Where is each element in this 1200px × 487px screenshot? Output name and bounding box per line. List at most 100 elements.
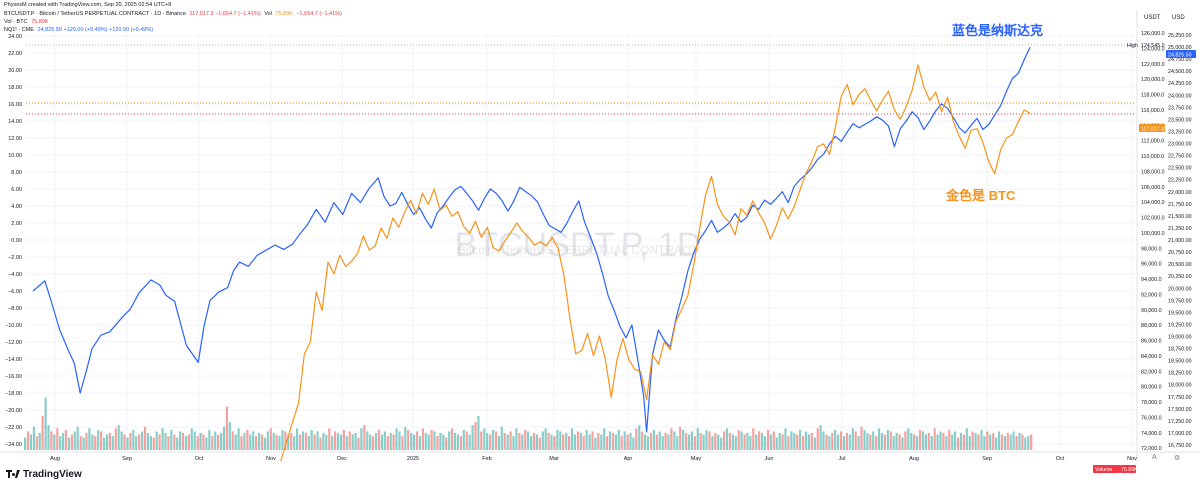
volume-bar	[214, 431, 217, 450]
usd-unit-label: USD	[1172, 15, 1185, 21]
volume-bar	[895, 432, 898, 450]
volume-bar	[319, 437, 322, 450]
volume-bar	[494, 431, 498, 450]
settings-icon[interactable]: ⚙	[1174, 455, 1181, 462]
usd-axis-tick: 24,500.00	[1168, 69, 1192, 75]
volume-bar	[819, 425, 822, 450]
volume-bar	[448, 431, 451, 450]
volume-tag-label: Volume	[1095, 467, 1112, 473]
volume-bar	[506, 434, 509, 450]
volume-bar	[103, 437, 106, 450]
volume-bar	[79, 436, 82, 451]
volume-bar	[348, 431, 351, 450]
volume-bar	[155, 431, 158, 450]
volume-bar	[632, 437, 635, 450]
volume-bar	[883, 434, 886, 450]
volume-bar	[570, 428, 574, 450]
volume-bar	[974, 432, 977, 450]
usd-axis-tick: 21,500.00	[1168, 214, 1192, 220]
volume-bar	[766, 429, 770, 451]
volume-bar	[761, 432, 764, 450]
volume-bar	[886, 429, 889, 451]
volume-bar	[363, 425, 366, 450]
usd-axis-tick: 20,500.00	[1168, 262, 1192, 268]
volume-legend[interactable]: Vol · BTC 75.89K	[4, 19, 51, 26]
volume-bar	[193, 431, 196, 450]
volume-bar	[646, 436, 650, 451]
volume-bar	[126, 437, 129, 450]
volume-bar	[354, 432, 357, 450]
volume-bar	[41, 415, 44, 450]
volume-bar	[585, 429, 588, 451]
volume-bar	[462, 429, 465, 451]
btc-legend[interactable]: BTCUSDT.P · Bitcoin / TetherUS PERPETUAL…	[4, 11, 344, 18]
time-axis-tick: Dec	[337, 456, 347, 462]
watermark-description: Bitcoin / TetherUS PERPETUAL CONTRACT	[458, 243, 699, 257]
usd-axis-tick: 22,500.00	[1168, 166, 1192, 172]
usd-axis-tick: 19,500.00	[1168, 310, 1192, 316]
volume-bar	[468, 434, 471, 450]
volume-bar	[336, 432, 340, 450]
volume-bar	[954, 431, 957, 450]
nasdaq-annotation: 蓝色是纳斯达克	[952, 23, 1044, 38]
tradingview-logo[interactable]: TradingView	[6, 469, 82, 480]
volume-bar	[97, 429, 100, 451]
time-axis-tick: Jun	[765, 456, 774, 462]
usd-axis-tick: 18,250.00	[1168, 371, 1192, 377]
volume-bar	[105, 434, 109, 450]
volume-bar	[73, 431, 76, 450]
nq-legend[interactable]: NQ1! · CME 24,825.50 +120.00 (+0.49%) +1…	[4, 27, 155, 34]
volume-bar	[679, 426, 682, 451]
volume-bar	[951, 434, 954, 450]
volume-bar	[936, 434, 939, 450]
volume-bar	[705, 429, 708, 451]
volume-bar	[220, 432, 223, 450]
volume-bar	[44, 397, 47, 450]
volume-tag-value: 75.89K	[1121, 467, 1138, 473]
volume-bar	[614, 434, 617, 450]
usd-axis-tick: 24,000.00	[1168, 93, 1192, 99]
time-axis-tick: Aug	[50, 456, 60, 462]
axis-value-labels: High 124,545.024,825.50 117,017.3 Volume 75.…	[1093, 43, 1196, 473]
volume-bar	[638, 425, 641, 450]
time-axis-tick: May	[691, 456, 702, 462]
volume-bar	[202, 434, 205, 450]
volume-bar	[860, 426, 863, 451]
time-axis-tick: 2025	[407, 456, 419, 462]
volume-bar	[904, 431, 907, 450]
volume-bar	[831, 432, 834, 450]
usdt-axis-tick: 94,000.0	[1141, 277, 1162, 283]
usdt-axis[interactable]: 126,000.0 124,000.0 122,000.0 120,000.0 118,…	[1136, 10, 1165, 462]
volume-bar	[641, 431, 644, 450]
volume-bar	[389, 432, 392, 450]
usdt-axis-tick: 116,000.0	[1141, 108, 1164, 114]
usd-axis[interactable]: 25,250.00 25,000.00 24,750.00 24,500.00 24,2…	[1168, 33, 1192, 449]
usd-axis-tick: 17,750.00	[1168, 395, 1192, 401]
usd-axis-tick: 24,750.00	[1168, 57, 1192, 63]
left-axis-tick: 4.00	[11, 204, 22, 210]
time-axis[interactable]: Aug Sep Oct Nov Dec 2025 Feb Mar Apr May Jun Jul Aug…	[0, 451, 1200, 462]
volume-bar	[266, 431, 269, 450]
left-axis-tick: −8.00	[8, 306, 22, 312]
volume-bar	[24, 437, 27, 450]
volume-bar	[620, 436, 623, 451]
usdt-axis-tick: 76,000.0	[1141, 415, 1162, 421]
auto-scale-icon[interactable]: A	[1152, 454, 1157, 461]
time-axis-tick: Aug	[909, 456, 919, 462]
volume-bar	[369, 434, 372, 450]
usdt-axis-tick: 100,000.0	[1141, 231, 1165, 237]
volume-bar	[141, 431, 144, 450]
volume-bar	[222, 426, 226, 451]
volume-bar	[430, 429, 433, 451]
volume-bar	[822, 431, 825, 450]
volume-bar	[1024, 437, 1027, 450]
volume-bar	[693, 436, 696, 451]
volume-bar	[635, 428, 638, 450]
volume-bar	[176, 437, 179, 450]
volume-bar	[1012, 431, 1015, 450]
volume-bar	[138, 434, 141, 450]
usd-axis-tick: 20,750.00	[1168, 250, 1192, 256]
volume-bar	[802, 436, 805, 451]
usdt-axis-tick: 122,000.0	[1141, 62, 1165, 68]
